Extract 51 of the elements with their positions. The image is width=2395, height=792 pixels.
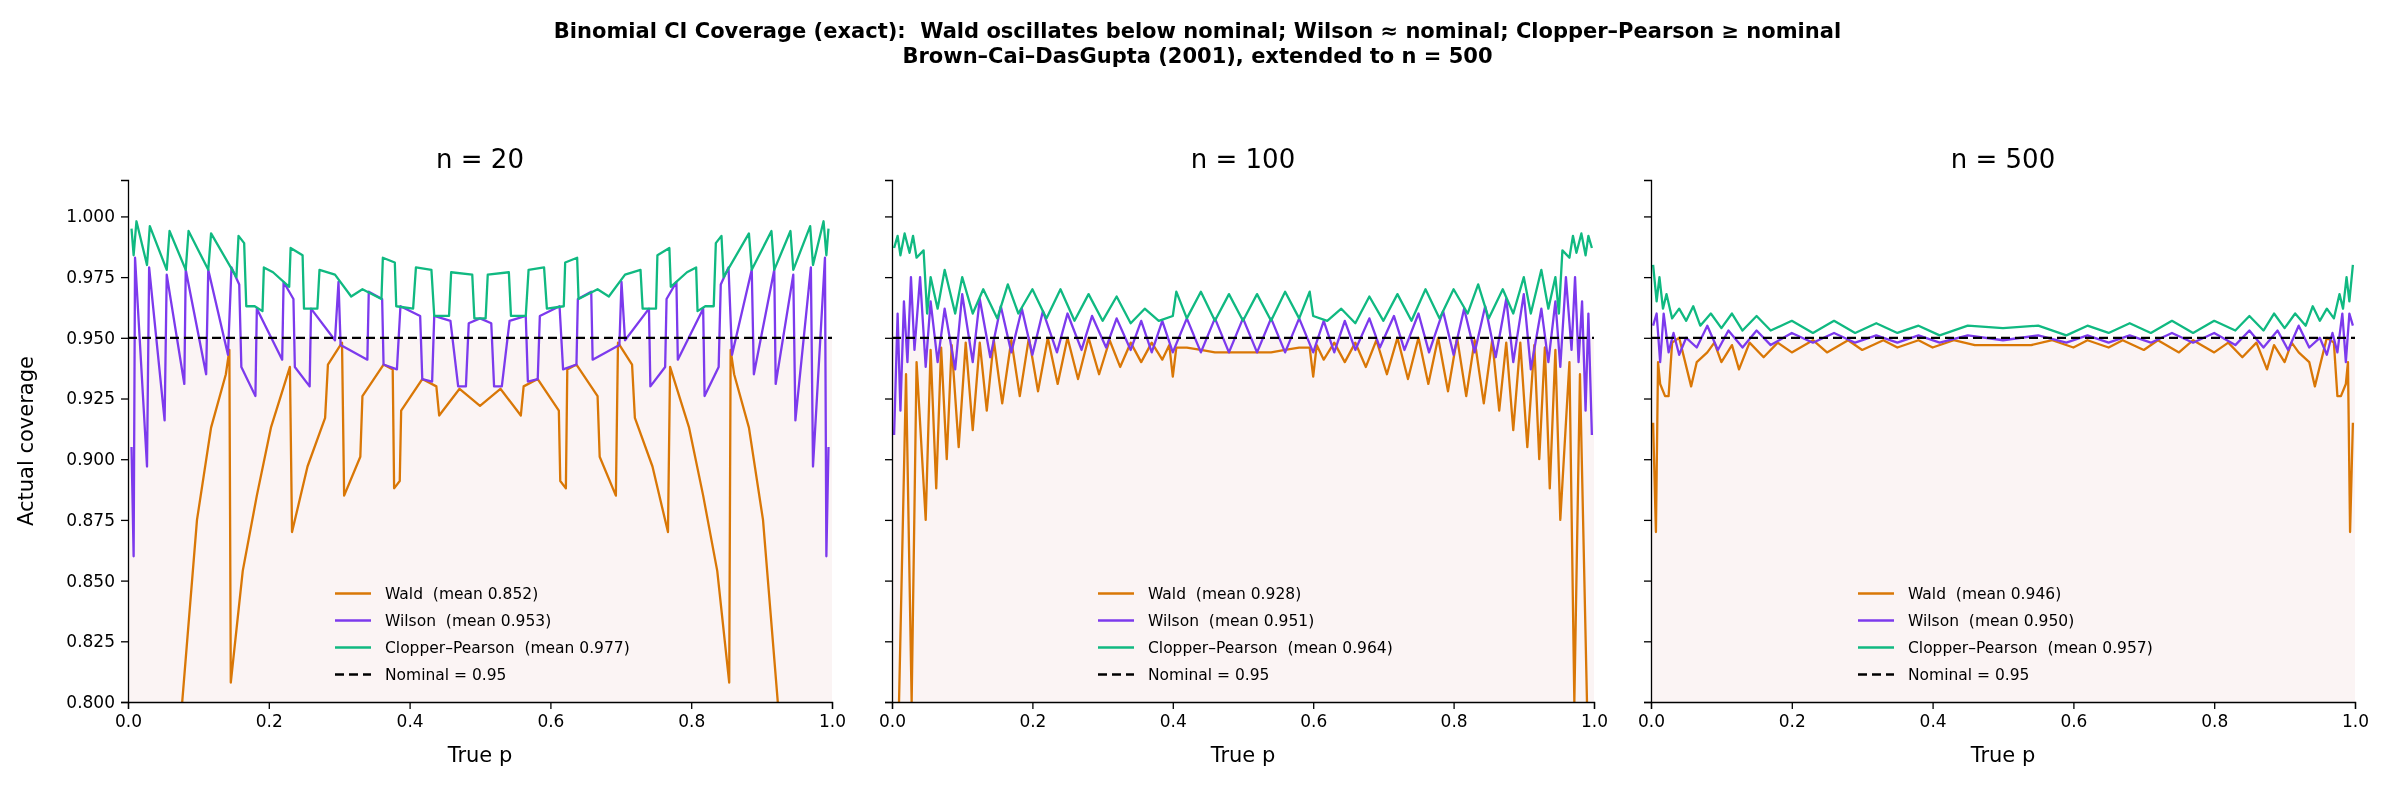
x-tick-label: 1.0 — [2341, 711, 2370, 732]
y-tick-label: 0.925 — [66, 388, 115, 409]
y-tick-label: 0.825 — [66, 631, 115, 652]
chart-title: n = 20 — [436, 144, 524, 174]
x-tick-label: 0.0 — [878, 711, 907, 732]
legend-label: Wilson (mean 0.953) — [385, 611, 552, 630]
legend-label: Wilson (mean 0.951) — [1148, 611, 1315, 630]
legend-label: Wald (mean 0.928) — [1148, 584, 1302, 603]
x-tick-label: 0.0 — [114, 711, 143, 732]
y-tick-label: 0.950 — [66, 327, 115, 348]
legend-label: Nominal = 0.95 — [1148, 665, 1270, 684]
y-tick-label: 1.000 — [66, 206, 115, 227]
x-tick-label: 0.2 — [255, 711, 283, 732]
line-series — [181, 341, 779, 702]
chart-title: n = 500 — [1950, 144, 2056, 174]
y-tick-label: 0.875 — [66, 509, 115, 530]
line-series — [130, 220, 830, 320]
x-axis-title: True p — [1209, 743, 1276, 767]
legend-label: Clopper–Pearson (mean 0.957) — [1908, 638, 2153, 657]
legend-label: Clopper–Pearson (mean 0.964) — [1148, 638, 1393, 657]
line-series — [130, 256, 830, 558]
y-axis-title: Actual coverage — [14, 356, 38, 526]
x-tick-label: 0.0 — [1637, 711, 1666, 732]
x-tick-label: 0.2 — [1019, 711, 1047, 732]
x-tick-label: 1.0 — [1580, 711, 1609, 732]
text: Binomial CI Coverage (exact): Wald oscillates below nominal; Wilson ≈ nominal; Clopper–Pearson ≥ nominal — [553, 19, 1842, 43]
legend-label: Wilson (mean 0.950) — [1908, 611, 2075, 630]
legend-label: Clopper–Pearson (mean 0.977) — [385, 638, 630, 657]
text: Brown–Cai–DasGupta (2001), extended to n = 500 — [902, 44, 1493, 68]
x-axis-title: True p — [1969, 743, 2036, 767]
x-tick-label: 0.4 — [396, 711, 424, 732]
x-tick-label: 0.6 — [2060, 711, 2088, 732]
x-tick-label: 0.2 — [1778, 711, 1806, 732]
legend-label: Wald (mean 0.852) — [385, 584, 539, 603]
y-tick-label: 0.975 — [66, 267, 115, 288]
y-tick-label: 0.900 — [66, 449, 115, 470]
y-tick-label: 0.850 — [66, 570, 115, 591]
x-tick-label: 0.8 — [1440, 711, 1468, 732]
y-tick-label: 0.800 — [66, 691, 115, 712]
x-axis-title: True p — [446, 743, 513, 767]
x-tick-label: 0.8 — [678, 711, 706, 732]
x-tick-label: 0.8 — [2201, 711, 2229, 732]
x-tick-label: 0.6 — [537, 711, 565, 732]
x-tick-label: 0.4 — [1159, 711, 1187, 732]
legend-label: Nominal = 0.95 — [1908, 665, 2030, 684]
legend-label: Wald (mean 0.946) — [1908, 584, 2062, 603]
legend-label: Nominal = 0.95 — [385, 665, 507, 684]
x-tick-label: 0.6 — [1300, 711, 1328, 732]
x-tick-label: 1.0 — [818, 711, 847, 732]
chart-title: n = 100 — [1190, 144, 1296, 174]
x-tick-label: 0.4 — [1919, 711, 1947, 732]
